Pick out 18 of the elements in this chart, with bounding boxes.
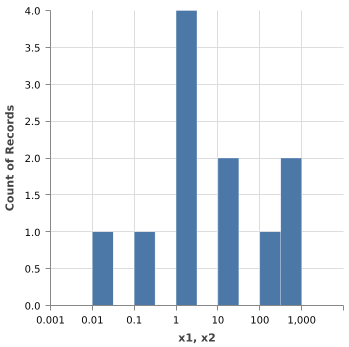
x-tick-label: 0.001: [36, 316, 65, 326]
x-tick-label: 1: [172, 316, 180, 326]
y-tick-label: 2.5: [24, 117, 41, 128]
y-tick-label: 0.0: [24, 302, 41, 312]
y-tick-label: 1.5: [24, 190, 41, 202]
y-tick-label: 2.0: [24, 154, 41, 165]
x-axis-title: x1, x2: [178, 332, 216, 344]
y-tick-label: 0.5: [24, 264, 41, 276]
x-tick-label: 100: [250, 316, 270, 326]
y-tick-label: 1.0: [24, 228, 41, 239]
x-tick-label: 1,000: [287, 316, 316, 326]
y-tick-label: 3.0: [24, 80, 41, 92]
y-tick-label: 3.5: [24, 43, 41, 54]
y-tick-label: 4.0: [24, 6, 41, 18]
y-axis-title: Count of Records: [4, 104, 17, 212]
x-tick-label: 10: [212, 316, 224, 326]
x-tick-label: 0.1: [126, 316, 142, 326]
x-tick-label: 0.01: [81, 316, 104, 326]
